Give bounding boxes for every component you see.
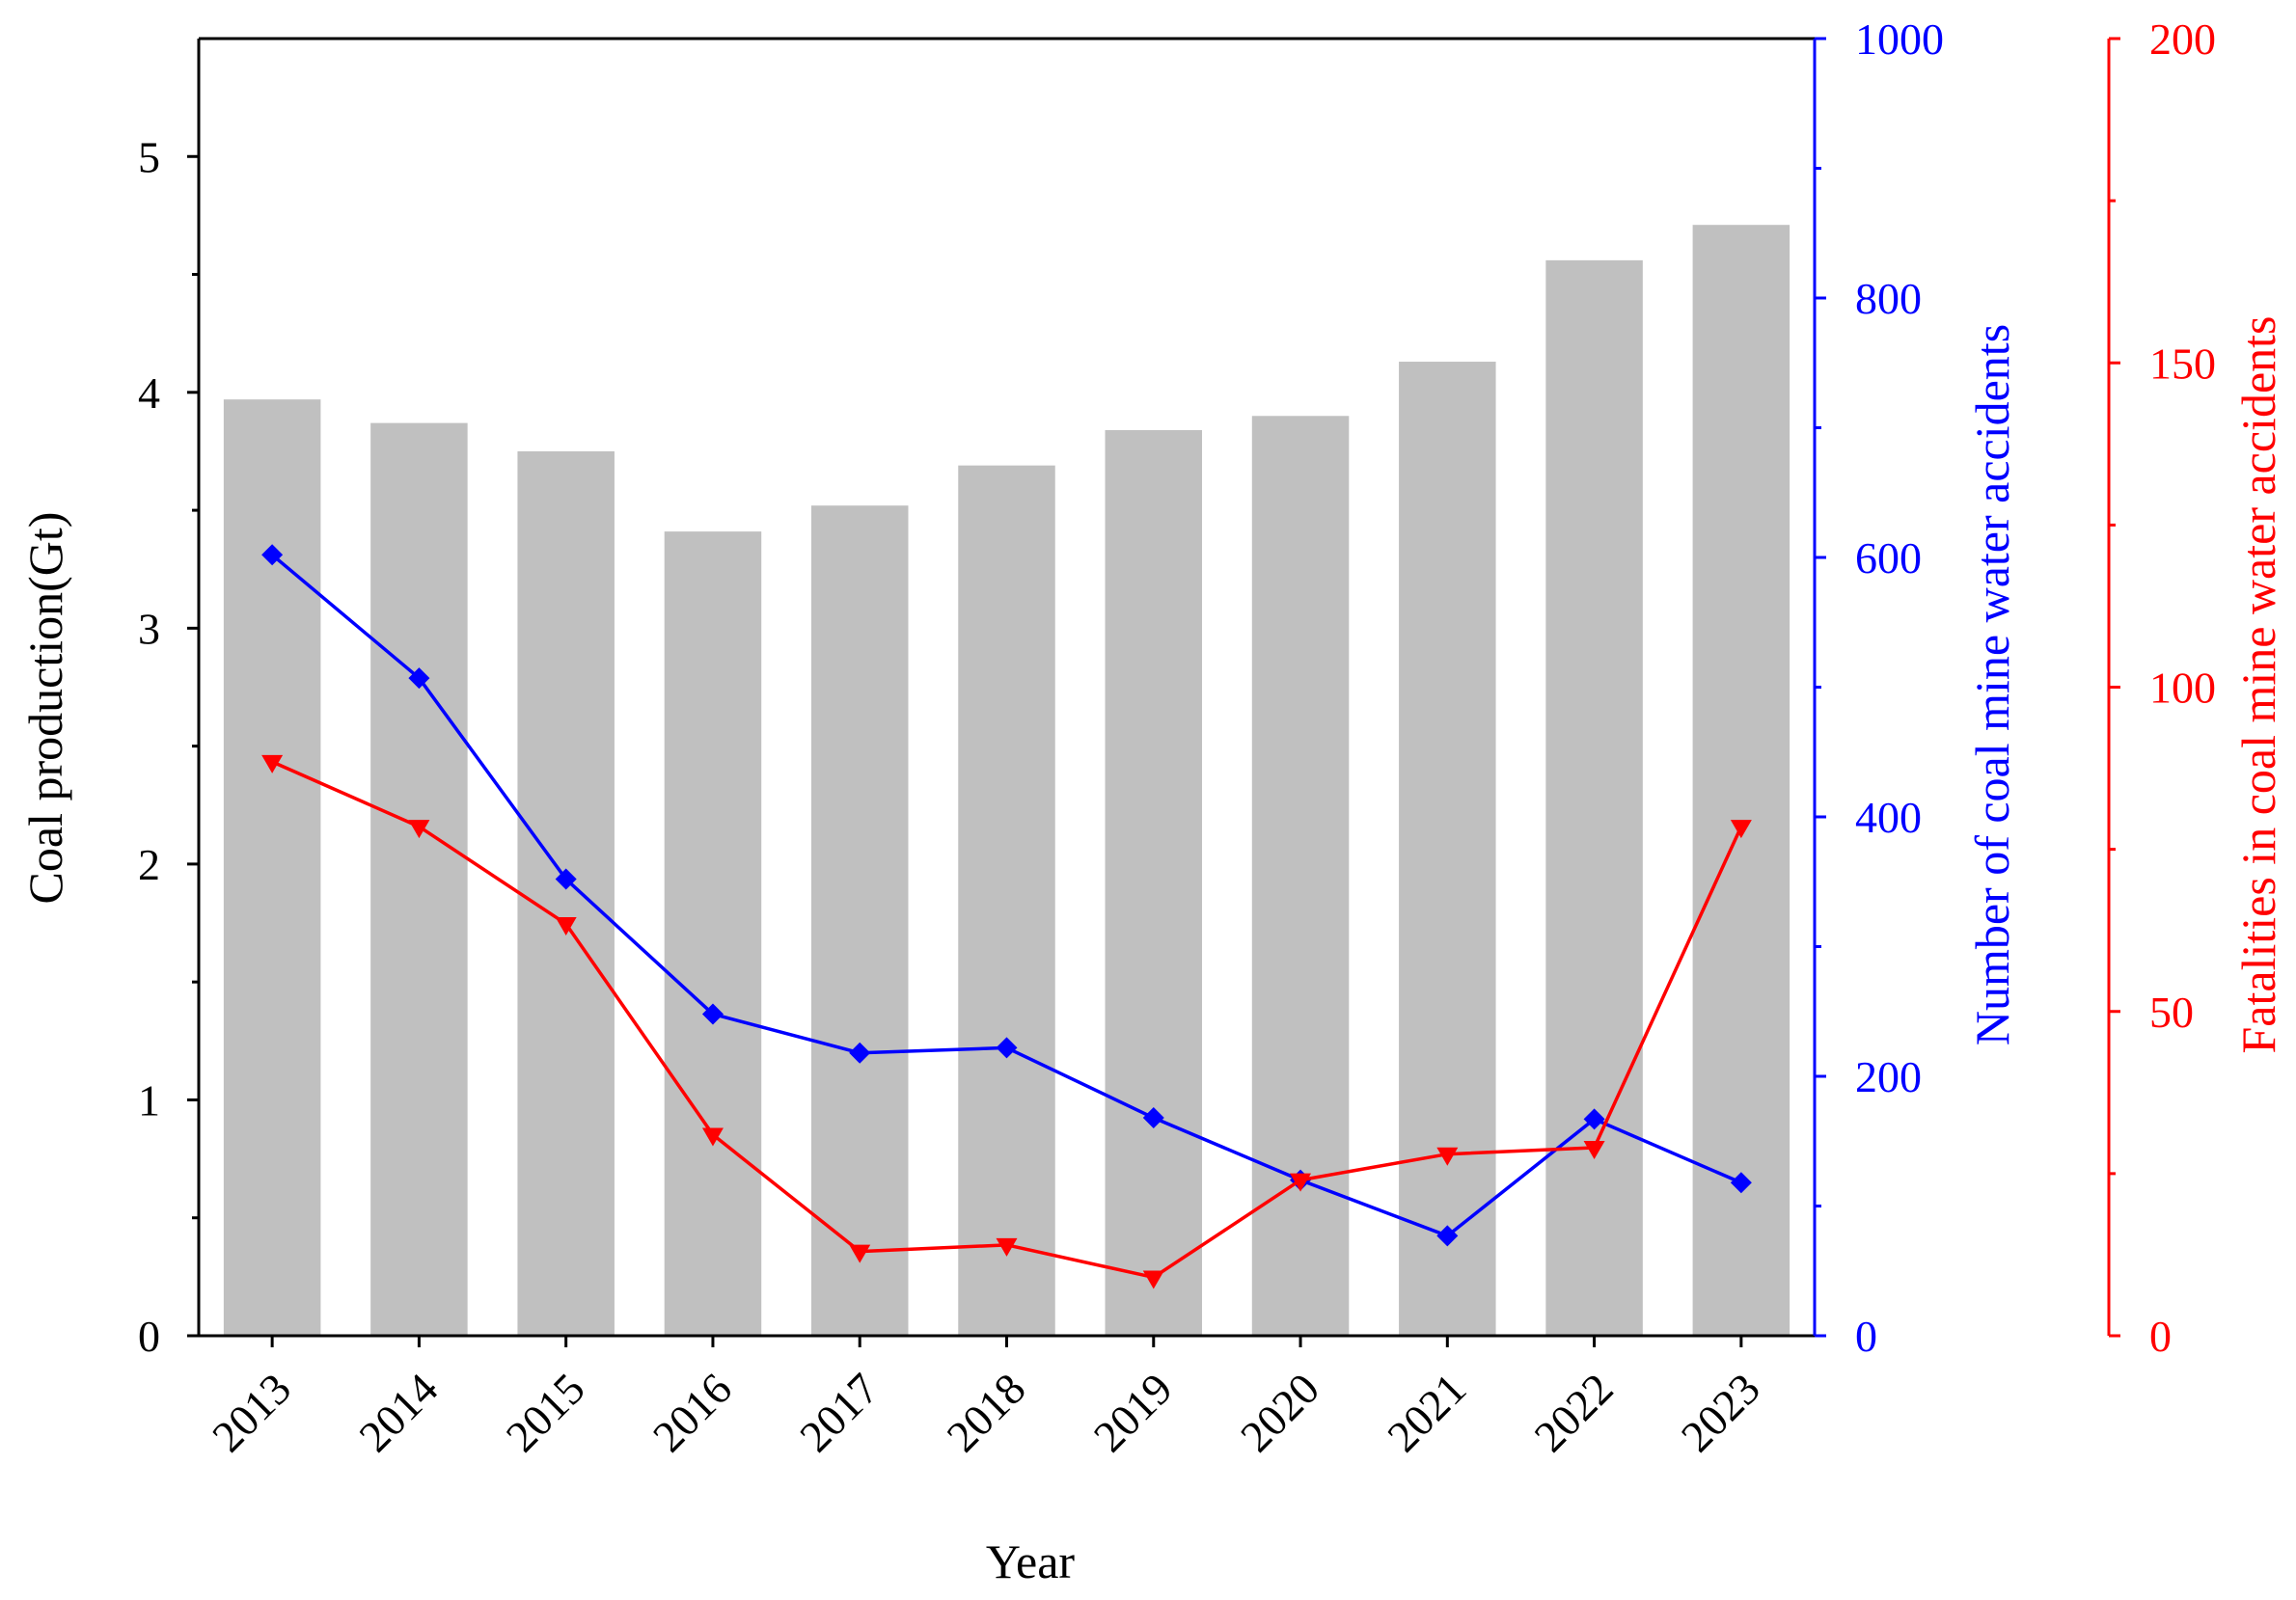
x-tick-label-2020: 2020 <box>1231 1364 1328 1461</box>
series-1-point-2019 <box>1142 1107 1164 1129</box>
bar-2017 <box>810 505 909 1336</box>
x-tick-label-2022: 2022 <box>1525 1364 1623 1461</box>
right1-tick-label: 600 <box>1855 533 1922 583</box>
left-axis-title: Coal production(Gt) <box>18 512 72 905</box>
bar-2019 <box>1105 429 1203 1337</box>
right2-tick-label: 100 <box>2149 664 2216 713</box>
right1-tick-label: 0 <box>1855 1312 1877 1361</box>
bar-2021 <box>1399 362 1496 1336</box>
bar-2013 <box>223 399 321 1336</box>
series-2-point-2020 <box>1290 1173 1312 1192</box>
left-tick-label: 3 <box>138 604 160 653</box>
series-2-point-2017 <box>849 1244 871 1263</box>
bar-2022 <box>1545 259 1643 1336</box>
x-tick-label-2015: 2015 <box>497 1364 594 1461</box>
left-tick-label: 5 <box>138 132 160 181</box>
series-1-point-2018 <box>996 1037 1018 1059</box>
series-1-point-2013 <box>261 544 284 566</box>
bar-2016 <box>664 531 762 1336</box>
right1-tick-label: 1000 <box>1855 14 1944 64</box>
x-tick-label-2019: 2019 <box>1084 1364 1182 1461</box>
series-2-point-2021 <box>1436 1147 1459 1166</box>
series-1-point-2015 <box>555 868 577 890</box>
x-tick-label-2021: 2021 <box>1378 1364 1475 1461</box>
x-tick-label-2017: 2017 <box>790 1364 888 1461</box>
bar-2020 <box>1251 416 1350 1337</box>
bar-2015 <box>517 450 615 1336</box>
bar-2023 <box>1692 225 1790 1336</box>
x-tick-label-2013: 2013 <box>203 1364 300 1461</box>
bars-layer <box>223 225 1790 1337</box>
right2-tick-label: 50 <box>2149 988 2194 1037</box>
right2-tick-label: 200 <box>2149 14 2216 64</box>
right1-tick-label: 200 <box>1855 1052 1922 1101</box>
right1-tick-label: 800 <box>1855 274 1922 323</box>
right2-tick-label: 150 <box>2149 339 2216 388</box>
series-2-point-2015 <box>555 916 577 936</box>
series-2-point-2014 <box>408 820 430 839</box>
left-tick-label: 4 <box>138 368 160 418</box>
left-tick-label: 1 <box>138 1075 160 1125</box>
bar-2014 <box>370 422 468 1336</box>
series-2-point-2018 <box>996 1237 1018 1257</box>
x-axis-title: Year <box>986 1534 1075 1588</box>
right1-tick-label: 400 <box>1855 793 1922 842</box>
series-1-point-2021 <box>1436 1225 1459 1247</box>
right1-axis-title: Number of coal mine water accidents <box>1965 324 2019 1045</box>
series-1-point-2016 <box>701 1003 724 1025</box>
series-1-point-2022 <box>1583 1108 1605 1130</box>
left-tick-label: 2 <box>138 840 160 889</box>
series-1-point-2023 <box>1730 1172 1752 1194</box>
series-2-point-2013 <box>261 754 284 773</box>
x-tick-label-2014: 2014 <box>349 1364 447 1461</box>
bar-2018 <box>958 465 1055 1336</box>
x-tick-label-2023: 2023 <box>1672 1364 1769 1461</box>
x-tick-label-2016: 2016 <box>643 1364 741 1461</box>
series-1-point-2017 <box>849 1042 871 1064</box>
series-1-point-2014 <box>408 667 430 690</box>
series-2-point-2016 <box>701 1127 724 1147</box>
lines-layer <box>261 544 1752 1289</box>
right2-tick-label: 0 <box>2149 1312 2172 1361</box>
x-tick-label-2018: 2018 <box>937 1364 1034 1461</box>
series-2-point-2023 <box>1730 820 1752 839</box>
right2-axis-title: Fatalities in coal mine water accidents <box>2231 316 2285 1054</box>
left-tick-label: 0 <box>138 1312 160 1361</box>
series-2-point-2019 <box>1142 1270 1164 1289</box>
series-2-point-2022 <box>1583 1140 1605 1159</box>
